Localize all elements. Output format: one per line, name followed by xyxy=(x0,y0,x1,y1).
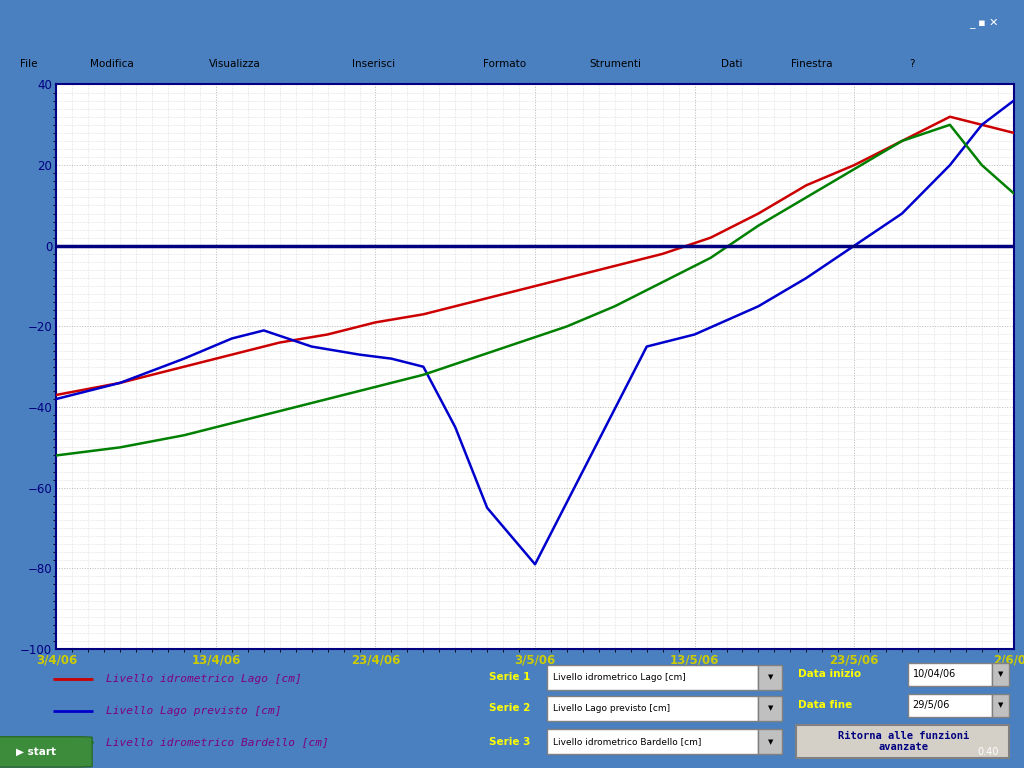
Text: Livello idrometrico Lago [cm]: Livello idrometrico Lago [cm] xyxy=(106,674,302,684)
Text: File: File xyxy=(20,59,38,69)
Text: 29/5/06: 29/5/06 xyxy=(912,700,950,710)
Text: Data inizio: Data inizio xyxy=(798,669,861,679)
Text: Ritorna alle funzioni
avanzate: Ritorna alle funzioni avanzate xyxy=(838,731,970,753)
Text: Inserisci: Inserisci xyxy=(352,59,395,69)
Text: Visualizza: Visualizza xyxy=(209,59,261,69)
Text: ▼: ▼ xyxy=(768,739,773,745)
Text: _ ▪ ✕: _ ▪ ✕ xyxy=(969,18,998,29)
Text: 0.40: 0.40 xyxy=(977,746,998,757)
Text: Dati: Dati xyxy=(721,59,742,69)
Text: Finestra: Finestra xyxy=(791,59,833,69)
Text: Livello idrometrico Bardello [cm]: Livello idrometrico Bardello [cm] xyxy=(106,737,329,746)
Text: Livello Lago previsto [cm]: Livello Lago previsto [cm] xyxy=(106,706,282,716)
FancyBboxPatch shape xyxy=(908,694,991,717)
Text: ?: ? xyxy=(909,59,914,69)
Text: Strumenti: Strumenti xyxy=(590,59,642,69)
FancyBboxPatch shape xyxy=(991,663,1010,686)
FancyBboxPatch shape xyxy=(0,737,92,767)
Text: Serie 3: Serie 3 xyxy=(489,737,530,746)
FancyBboxPatch shape xyxy=(796,725,1010,758)
Text: Serie 1: Serie 1 xyxy=(489,672,530,683)
Text: ▼: ▼ xyxy=(997,671,1004,677)
Text: ▼: ▼ xyxy=(768,674,773,680)
Text: Data fine: Data fine xyxy=(798,700,852,710)
Text: Livello idrometrico Lago [cm]: Livello idrometrico Lago [cm] xyxy=(553,673,686,682)
FancyBboxPatch shape xyxy=(758,696,782,721)
FancyBboxPatch shape xyxy=(547,730,758,754)
Text: Formato: Formato xyxy=(483,59,526,69)
Text: Livello Lago previsto [cm]: Livello Lago previsto [cm] xyxy=(553,704,670,713)
Text: ▼: ▼ xyxy=(768,706,773,711)
Text: Livello idrometrico Bardello [cm]: Livello idrometrico Bardello [cm] xyxy=(553,737,701,746)
FancyBboxPatch shape xyxy=(758,730,782,754)
FancyBboxPatch shape xyxy=(547,696,758,721)
FancyBboxPatch shape xyxy=(991,694,1010,717)
Text: ▶ start: ▶ start xyxy=(15,746,56,757)
FancyBboxPatch shape xyxy=(908,663,991,686)
Text: Modifica: Modifica xyxy=(90,59,134,69)
Text: Serie 2: Serie 2 xyxy=(489,703,530,713)
Text: ▼: ▼ xyxy=(997,703,1004,708)
FancyBboxPatch shape xyxy=(547,665,758,690)
FancyBboxPatch shape xyxy=(758,665,782,690)
Text: 10/04/06: 10/04/06 xyxy=(912,669,955,679)
